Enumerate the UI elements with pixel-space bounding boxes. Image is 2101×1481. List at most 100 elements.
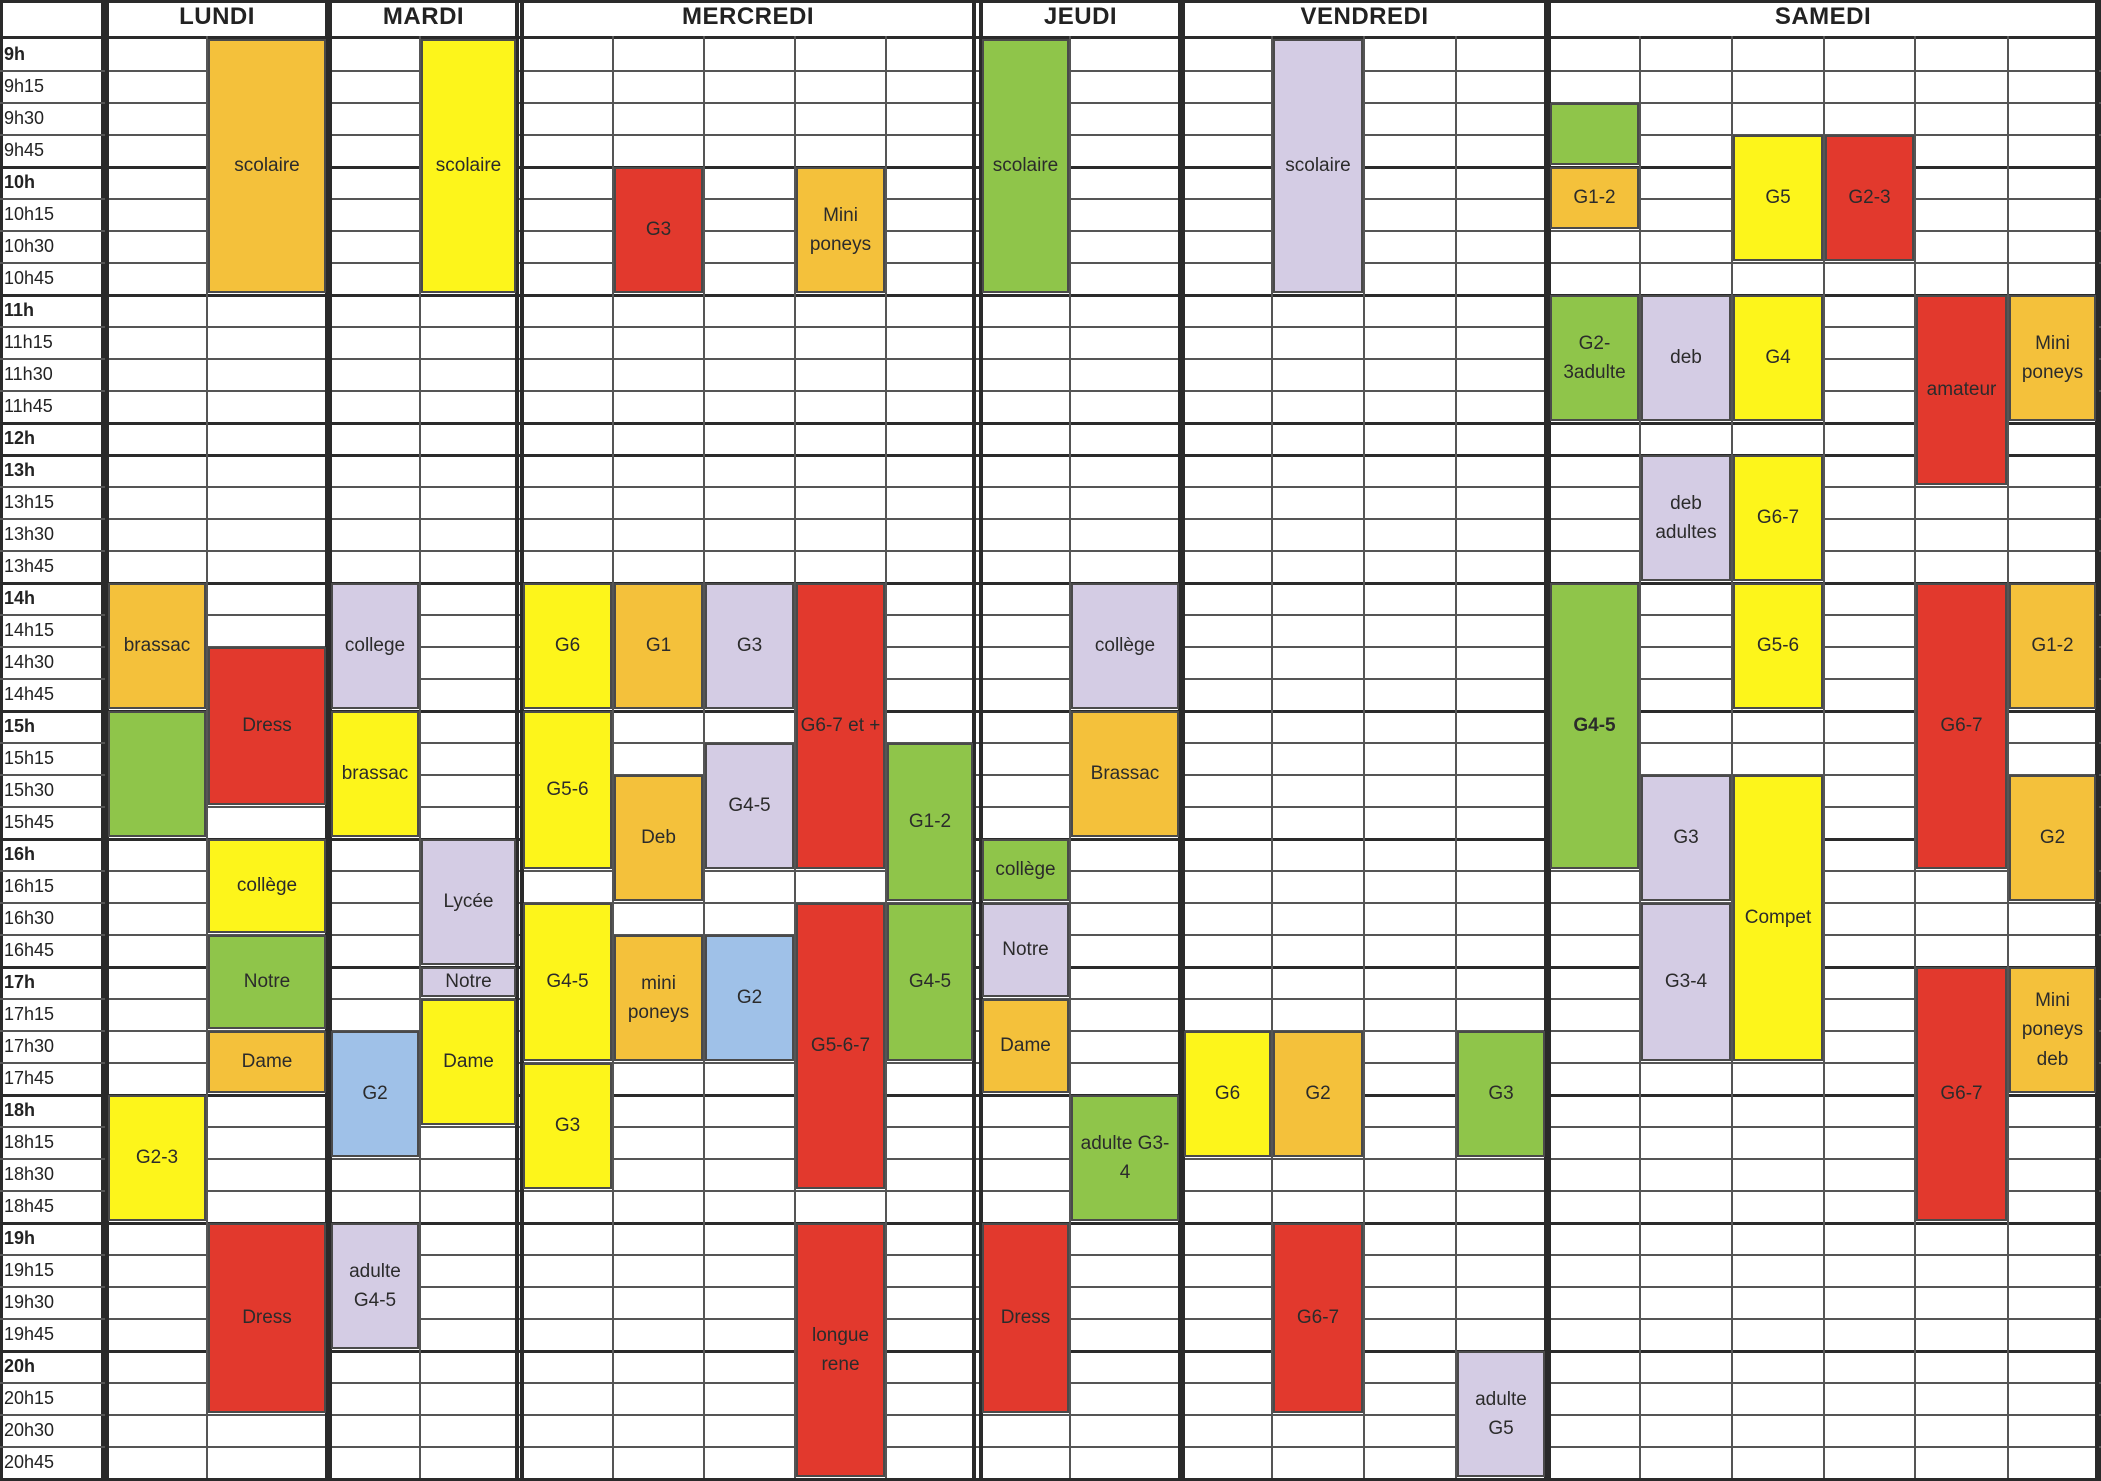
day-header-jeudi: JEUDI [1043,3,1118,30]
time-label: 10h45 [4,267,55,288]
time-label: 9h30 [4,107,45,128]
schedule-event: Dress [208,647,326,805]
schedule-event: G2- 3adulte [1550,295,1639,421]
schedule-event: Dame [208,1031,326,1093]
frame-top [0,0,2101,3]
schedule-event: G6 [523,583,612,709]
time-label: 14h45 [4,683,55,704]
schedule-event: G2 [705,935,794,1061]
day-header-samedi: SAMEDI [1774,3,1872,30]
schedule-event: G3 [614,167,703,293]
schedule-event: G5 [1733,135,1823,261]
schedule-event: deb adultes [1641,455,1731,581]
schedule-event: G2 [2009,775,2096,901]
column-line [885,36,887,1478]
time-label: 13h30 [4,523,55,544]
row-line [0,806,2101,808]
schedule-event: G1-2 [887,743,973,901]
time-label: 15h45 [4,811,55,832]
schedule-event [1550,103,1639,165]
day-divider [1544,0,1548,1481]
row-line [0,518,2101,520]
time-label: 17h15 [4,1003,55,1024]
time-label: 11h [4,299,35,320]
schedule-event: G5-6-7 [796,903,885,1189]
schedule-event: Mini poneys [2009,295,2096,421]
schedule-event: Notre [982,903,1069,997]
time-label: 18h45 [4,1195,55,1216]
column-line [2007,36,2009,1478]
time-label: 10h [4,171,36,192]
schedule-event: G5-6 [523,711,612,869]
schedule-event: G3 [705,583,794,709]
row-line [0,1414,2101,1416]
time-label: 20h45 [4,1451,55,1472]
column-line [1914,36,1916,1478]
day-header-mardi: MARDI [382,3,465,30]
column-line [612,36,614,1478]
schedule-event: G1-2 [2009,583,2096,709]
frame-right [2097,0,2101,1481]
day-divider [515,0,519,1481]
row-line [0,710,2101,713]
schedule-event: collège [1071,583,1179,709]
row-line [0,582,2101,585]
row-line [0,1446,2101,1448]
time-label: 11h45 [4,395,53,416]
day-divider [1547,0,1551,1481]
schedule-event: scolaire [421,39,516,293]
schedule-event: G2 [1273,1031,1363,1157]
schedule-event [108,711,206,837]
time-label: 18h15 [4,1131,55,1152]
time-label: 15h30 [4,779,55,800]
schedule-event: G4-5 [1550,583,1639,869]
schedule-event: brassac [108,583,206,709]
schedule-event: Mini poneys deb [2009,967,2096,1093]
time-label: 19h [4,1227,36,1248]
schedule-event: G4-5 [705,743,794,869]
schedule-event: G6-7 [1916,583,2007,869]
day-divider [520,0,524,1481]
day-divider [1178,0,1182,1481]
time-label: 11h15 [4,331,53,352]
schedule-event: G6-7 [1733,455,1823,581]
schedule-event: adulte G3- 4 [1071,1095,1179,1221]
schedule-event: Notre [421,967,516,997]
time-label: 19h45 [4,1323,55,1344]
row-line [0,742,2101,744]
day-divider [328,0,332,1481]
row-line [0,390,2101,392]
schedule-event: G2-3 [108,1095,206,1221]
frame-left [0,0,3,1481]
schedule-event: amateur [1916,295,2007,485]
schedule-event: G2 [331,1031,419,1157]
column-line [1455,36,1457,1478]
schedule-event: adulte G5 [1457,1351,1545,1477]
day-header-vendredi: VENDREDI [1300,3,1429,30]
time-label: 16h [4,843,36,864]
schedule-event: adulte G4-5 [331,1223,419,1349]
schedule-event: G5-6 [1733,583,1823,709]
schedule-event: longue rene [796,1223,885,1477]
schedule-event: Deb [614,775,703,901]
day-divider [1181,0,1185,1481]
schedule-event: brassac [331,711,419,837]
column-line [1271,36,1273,1478]
row-line [0,902,2101,904]
day-divider [972,0,976,1481]
column-line [206,36,208,1478]
column-line [1731,36,1733,1478]
schedule-event: Brassac [1071,711,1179,837]
time-label: 11h30 [4,363,53,384]
time-label: 14h [4,587,36,608]
schedule-event: G2-3 [1825,135,1914,261]
column-line [419,36,421,1478]
row-line [0,678,2101,680]
row-line [0,1126,2101,1128]
time-label: 19h30 [4,1291,55,1312]
time-label: 10h30 [4,235,55,256]
row-line [0,998,2101,1000]
schedule-event: college [331,583,419,709]
day-divider [325,0,329,1481]
row-line [0,454,2101,457]
